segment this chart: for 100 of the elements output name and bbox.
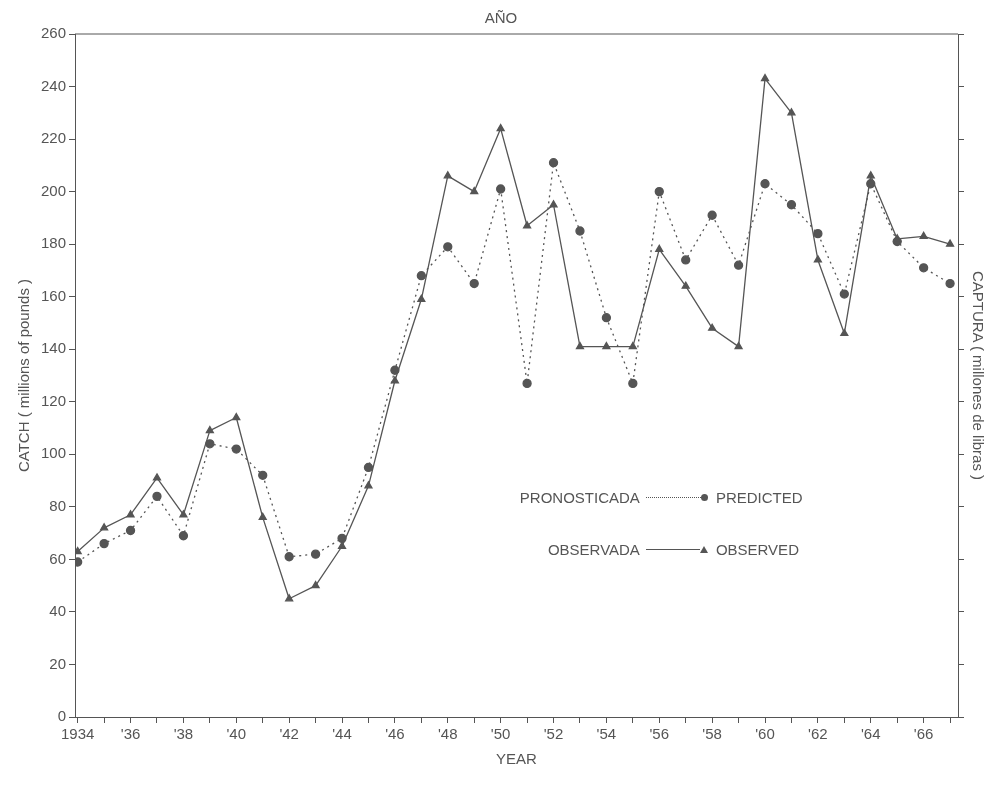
y-tick-label: 0 (57, 707, 67, 725)
y-tick-label: 240 (41, 76, 67, 94)
point (178, 531, 189, 541)
x-tick-label: '46 (385, 725, 405, 743)
point (231, 444, 241, 454)
point (654, 186, 664, 197)
point (469, 278, 479, 289)
point (628, 341, 637, 350)
annotation: PRONOSTICADA (518, 488, 641, 506)
point (443, 171, 452, 179)
point (496, 184, 506, 194)
x-axis-title: YEAR (496, 750, 538, 768)
point (655, 244, 664, 253)
point (602, 341, 611, 350)
point (496, 123, 505, 132)
point (786, 200, 797, 210)
point (681, 255, 691, 265)
point (232, 412, 241, 421)
point (945, 239, 955, 247)
x-tick-label: '36 (120, 725, 141, 743)
y-tick-label: 160 (41, 286, 67, 304)
point (99, 523, 109, 531)
y-axis-title: CATCH ( millions of pounds ) (15, 278, 33, 473)
point (681, 281, 690, 289)
point (470, 186, 479, 195)
point (179, 510, 188, 518)
point (813, 229, 823, 239)
x-tick-label: '54 (596, 725, 617, 743)
point (733, 260, 744, 270)
point (760, 179, 770, 189)
point (390, 376, 400, 384)
legend-label: OBSERVED (714, 540, 799, 558)
point (125, 525, 136, 536)
point (310, 549, 321, 559)
x-tick-label: '40 (226, 725, 247, 743)
x-tick-label: '44 (332, 725, 352, 743)
annotation: OBSERVADA (546, 540, 641, 558)
point (337, 541, 347, 549)
point (708, 323, 717, 331)
point (416, 271, 426, 281)
x-tick-label: '50 (490, 725, 511, 743)
point (258, 470, 268, 480)
x-tick-label: '42 (279, 725, 299, 743)
x-tick-label: '60 (755, 725, 775, 743)
point (601, 313, 612, 323)
point (284, 552, 294, 562)
point (575, 226, 585, 236)
point (866, 171, 875, 179)
point (522, 378, 532, 389)
point (628, 378, 638, 389)
point (152, 491, 162, 501)
y-tick-label: 40 (49, 602, 67, 620)
chart-title: AÑO (484, 9, 518, 27)
x-tick-label: '56 (649, 725, 670, 743)
y-tick-label: 80 (49, 496, 67, 514)
point (311, 581, 320, 589)
point (893, 234, 902, 242)
y-tick-label: 20 (49, 654, 67, 672)
point (787, 108, 796, 116)
point (99, 538, 109, 549)
point (813, 255, 822, 263)
point (258, 512, 267, 520)
point (707, 210, 717, 220)
y-tick-label: 180 (41, 234, 67, 252)
point (840, 328, 849, 337)
point (75, 546, 82, 555)
x-tick-label: 1934 (60, 725, 95, 743)
x-tick-label: '52 (543, 725, 564, 743)
point (443, 242, 453, 252)
y-tick-label: 140 (41, 339, 67, 357)
y-tick-label: 120 (41, 391, 67, 409)
point (918, 263, 929, 273)
point (205, 439, 215, 449)
point (152, 473, 162, 481)
y-tick-label: 60 (49, 549, 67, 567)
x-tick-label: '38 (173, 725, 194, 743)
point (126, 510, 135, 518)
point (734, 341, 743, 350)
point (417, 294, 426, 302)
point (549, 200, 558, 208)
point (919, 231, 928, 239)
point (363, 462, 374, 473)
point (522, 221, 532, 229)
point (548, 158, 559, 168)
point (364, 481, 373, 489)
point (205, 426, 214, 434)
point (575, 341, 585, 350)
point (945, 278, 955, 289)
y-tick-label: 100 (41, 444, 67, 462)
legend-label: PREDICTED (714, 488, 803, 506)
point (285, 594, 294, 602)
y-tick-label: 200 (41, 181, 67, 199)
y2-axis-title: CAPTURA ( millones de libras ) (969, 270, 987, 481)
x-tick-label: '64 (860, 725, 881, 743)
y-tick-label: 260 (41, 24, 67, 42)
point (839, 289, 849, 299)
x-tick-label: '58 (702, 725, 722, 743)
x-tick-label: '48 (438, 725, 458, 743)
y-tick-label: 220 (41, 129, 67, 147)
point (75, 557, 83, 567)
